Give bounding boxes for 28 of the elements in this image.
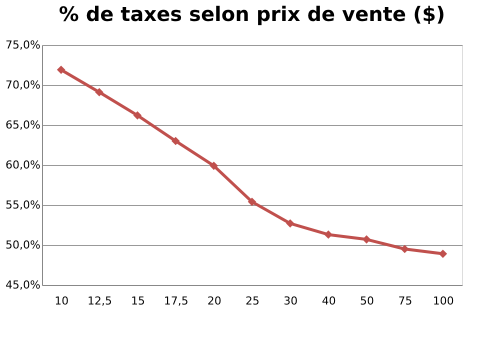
x-tick-label: 25 bbox=[246, 294, 260, 308]
point bbox=[286, 219, 294, 228]
x-tick-label: 50 bbox=[360, 294, 374, 308]
x-tick-label: 30 bbox=[284, 294, 298, 308]
point bbox=[133, 111, 142, 120]
x-tick-label: 10 bbox=[54, 294, 69, 308]
point bbox=[248, 198, 256, 206]
y-tick-label: 60,0% bbox=[6, 158, 40, 172]
point bbox=[210, 162, 218, 170]
x-tick-label: 75 bbox=[398, 294, 412, 308]
x-tick-label: 20 bbox=[207, 294, 222, 308]
y-tick-label: 70,0% bbox=[6, 78, 40, 92]
x-tick-label: 15 bbox=[130, 294, 145, 308]
point bbox=[56, 66, 66, 74]
x-tick-label: 100 bbox=[432, 294, 454, 308]
y-tick-label: 55,0% bbox=[6, 198, 40, 212]
point bbox=[400, 244, 409, 254]
y-tick-label: 65,0% bbox=[6, 118, 40, 132]
y-tick-label: 45,0% bbox=[6, 278, 40, 292]
y-tick-label: 75,0% bbox=[6, 38, 40, 52]
x-tick-label: 17,5 bbox=[164, 294, 188, 308]
x-tick-label: 40 bbox=[322, 294, 336, 308]
chart-title: % de taxes selon prix de vente ($) bbox=[58, 2, 446, 26]
point bbox=[438, 250, 448, 258]
x-tick-label: 12,5 bbox=[88, 294, 112, 308]
point bbox=[95, 88, 104, 96]
point bbox=[171, 136, 180, 146]
y-tick-label: 50,0% bbox=[6, 238, 40, 252]
